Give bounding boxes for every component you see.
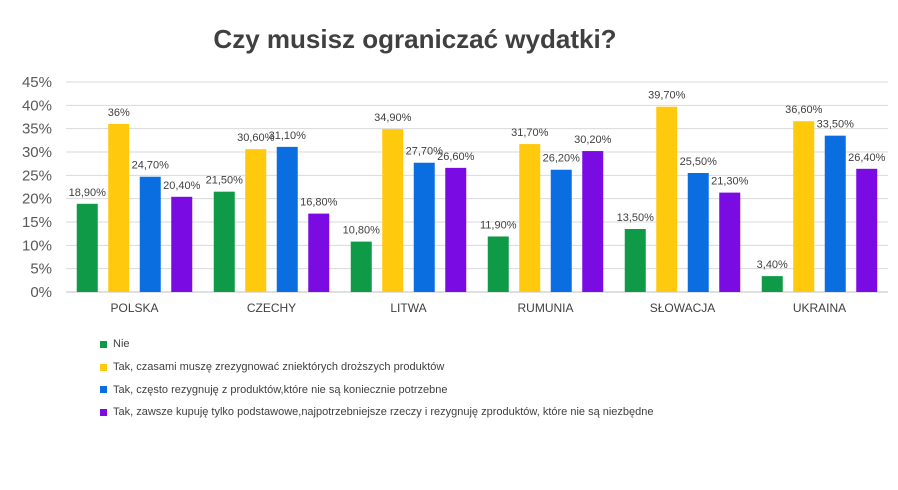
x-tick-label: RUMUNIA: [518, 301, 574, 315]
data-label: 11,90%: [480, 219, 517, 231]
legend-label: Tak, często rezygnuję z produktów,które …: [113, 383, 448, 396]
y-tick-label: 5%: [30, 261, 52, 278]
bar: [276, 146, 298, 292]
data-label: 34,90%: [374, 112, 412, 124]
data-label: 39,70%: [648, 90, 686, 102]
y-tick-label: 0%: [30, 284, 52, 301]
legend-swatch: [100, 363, 107, 371]
bars: [76, 106, 878, 292]
y-tick-label: 20%: [22, 191, 52, 208]
legend-item: Tak, często rezygnuję z produktów,które …: [100, 378, 654, 401]
bar: [171, 196, 193, 292]
legend-swatch: [100, 340, 107, 348]
y-tick-label: 10%: [22, 237, 52, 254]
legend-item: Tak, zawsze kupuję tylko podstawowe,najp…: [100, 401, 654, 424]
legend-swatch: [100, 386, 107, 394]
bar: [582, 151, 604, 292]
bar: [139, 176, 161, 292]
bar: [213, 191, 235, 292]
data-label: 25,50%: [680, 156, 718, 168]
legend-label: Tak, czasami muszę zrezygnować zniektóry…: [113, 361, 445, 374]
data-label: 31,10%: [269, 130, 307, 142]
bar: [519, 144, 541, 292]
legend-label: Tak, zawsze kupuję tylko podstawowe,najp…: [113, 406, 654, 419]
data-label: 26,60%: [437, 151, 475, 163]
y-tick-label: 25%: [22, 167, 52, 184]
y-axis-ticks: 0% 5% 10% 15% 20% 25% 30% 35% 40% 45%: [22, 74, 52, 301]
legend-item: Tak, czasami muszę zrezygnować zniektóry…: [100, 356, 654, 379]
data-label: 31,70%: [511, 127, 549, 139]
y-tick-label: 30%: [22, 144, 52, 161]
x-tick-label: CZECHY: [247, 301, 296, 315]
x-tick-label: UKRAINA: [793, 301, 846, 315]
x-tick-label: LITWA: [390, 301, 426, 315]
bar: [687, 173, 709, 292]
y-tick-label: 40%: [22, 97, 52, 114]
legend: Nie Tak, czasami muszę zrezygnować zniekt…: [100, 333, 654, 424]
data-label: 33,50%: [817, 119, 855, 131]
data-label: 27,70%: [406, 146, 444, 158]
bar: [793, 121, 815, 292]
data-label: 30,20%: [574, 134, 612, 146]
data-label: 26,20%: [543, 153, 581, 165]
chart-title: Czy musisz ograniczać wydatki?: [213, 24, 617, 54]
y-tick-label: 15%: [22, 214, 52, 231]
x-axis-ticks: POLSKA CZECHY LITWA RUMUNIA SŁOWACJA UKRAINA: [110, 301, 846, 315]
legend-swatch: [100, 408, 107, 416]
data-label: 3,40%: [757, 259, 788, 271]
bar: [108, 124, 130, 292]
bar: [624, 229, 646, 292]
legend-item: Nie: [100, 333, 654, 356]
bar: [245, 149, 267, 292]
bar: [550, 169, 572, 292]
y-tick-label: 35%: [22, 121, 52, 138]
data-label: 21,30%: [711, 176, 749, 188]
data-label: 24,70%: [132, 160, 170, 172]
y-tick-label: 45%: [22, 74, 52, 91]
x-tick-label: POLSKA: [110, 301, 158, 315]
bar: [656, 106, 678, 292]
data-label: 21,50%: [206, 175, 244, 187]
gridlines: [66, 81, 888, 293]
bar: [856, 168, 878, 292]
bar: [350, 241, 372, 292]
data-label: 16,80%: [300, 197, 338, 209]
data-label: 18,90%: [69, 187, 107, 199]
bar: [308, 213, 330, 292]
bar: [824, 135, 846, 292]
bar: [382, 129, 404, 292]
bar: [413, 162, 435, 292]
bar: [761, 276, 783, 292]
data-labels: 18,90% 36% 24,70% 20,40% 21,50% 30,60%31,10% 1…: [69, 90, 886, 271]
data-label: 26,40%: [848, 152, 886, 164]
data-label: 36,60%: [785, 104, 823, 116]
bar: [719, 192, 741, 292]
data-label: 20,40%: [163, 180, 201, 192]
bar: [76, 203, 98, 292]
legend-label: Nie: [113, 338, 130, 351]
data-label: 30,60%: [237, 132, 275, 144]
data-label: 36%: [108, 107, 130, 119]
x-tick-label: SŁOWACJA: [650, 301, 716, 315]
bar: [487, 236, 509, 292]
data-label: 13,50%: [617, 212, 655, 224]
bar: [445, 167, 467, 292]
data-label: 10,80%: [343, 225, 381, 237]
